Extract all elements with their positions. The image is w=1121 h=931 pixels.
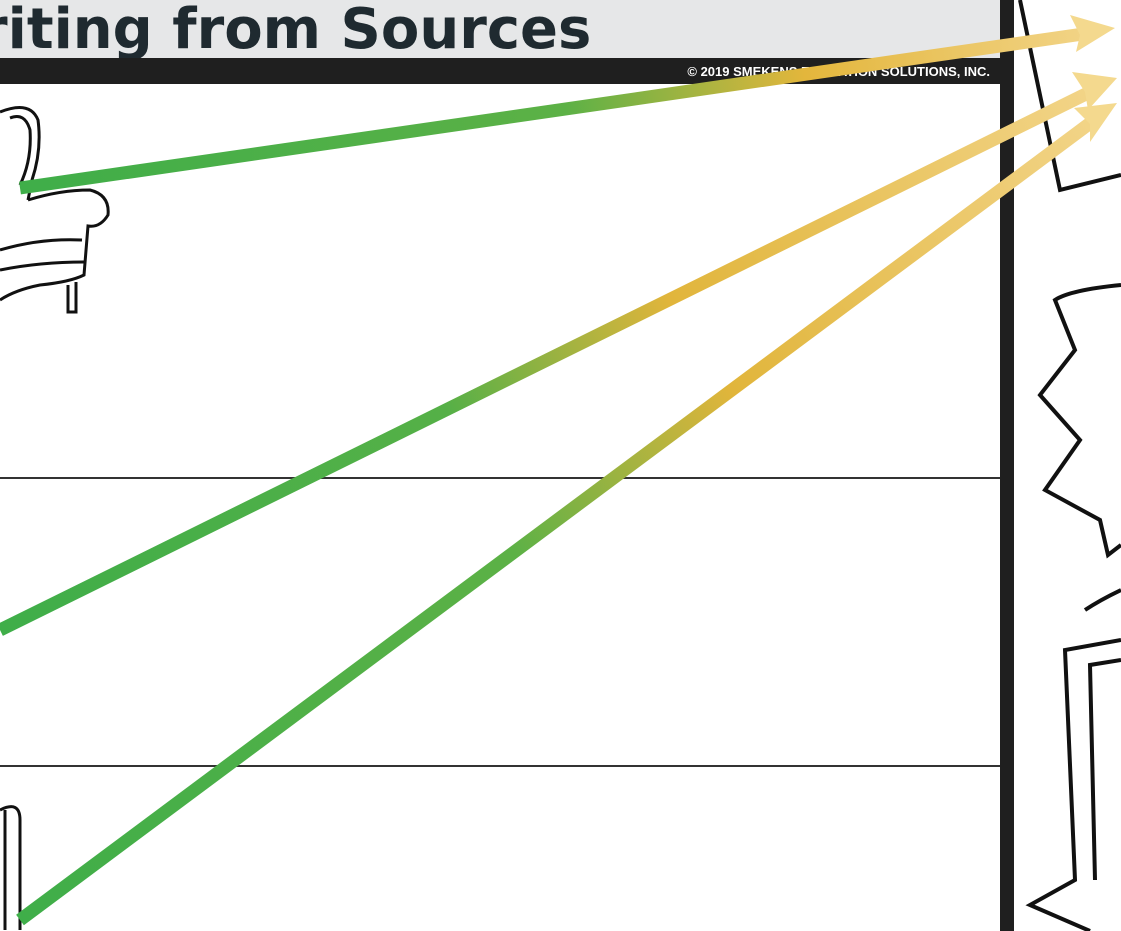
arrows bbox=[0, 15, 1117, 926]
comic-shapes bbox=[1018, 0, 1121, 931]
border bbox=[1000, 0, 1014, 931]
arrow bbox=[0, 85, 1095, 636]
arrow bbox=[19, 26, 1091, 195]
armchair bbox=[0, 805, 22, 930]
armchair bbox=[0, 106, 110, 314]
header-bar bbox=[0, 0, 1000, 58]
arrowhead bbox=[1072, 72, 1117, 110]
title: riting from Sources bbox=[0, 0, 591, 62]
arrowhead bbox=[1070, 15, 1115, 52]
arrow bbox=[16, 115, 1097, 926]
arrowhead bbox=[1074, 103, 1117, 142]
